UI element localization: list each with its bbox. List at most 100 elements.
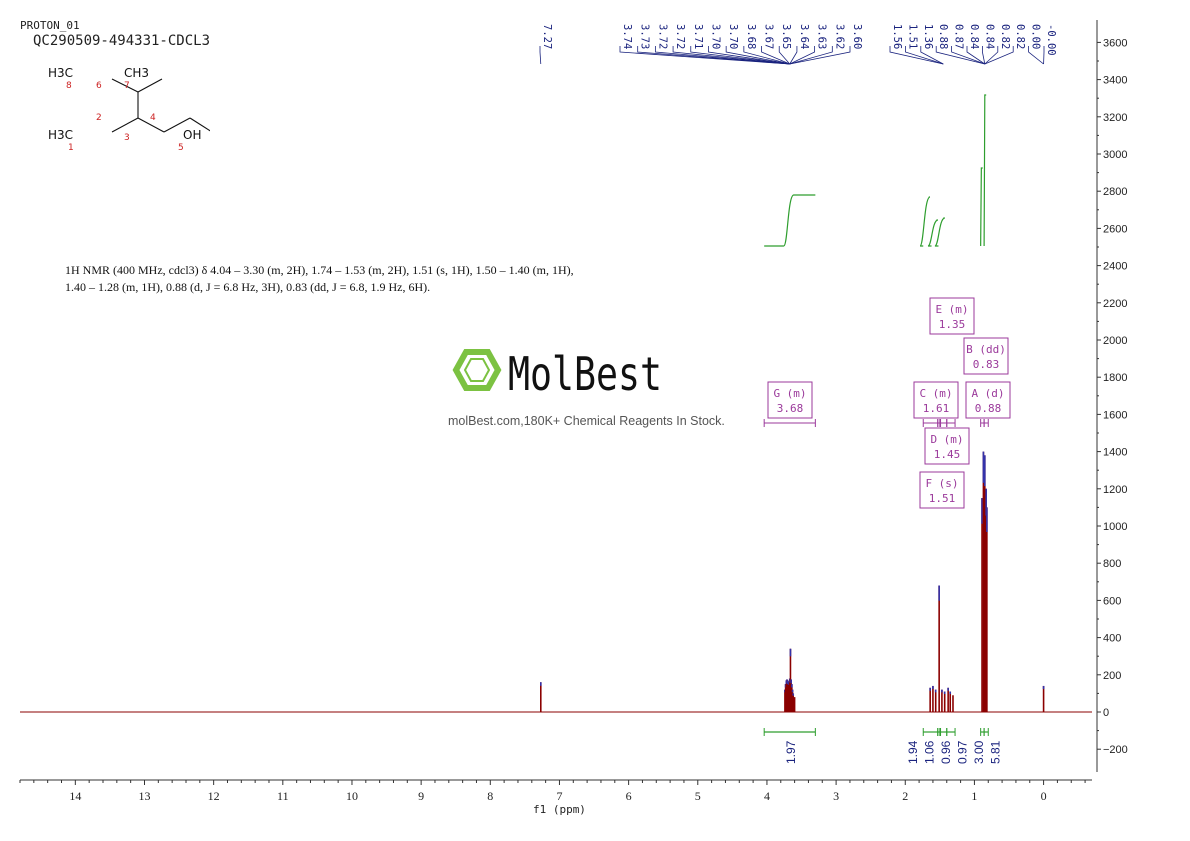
ch3-label-bottom: H3C — [48, 128, 73, 142]
peak-label-leader — [889, 46, 944, 65]
y-tick-label: 3600 — [1103, 37, 1127, 49]
nmr-description-line2: 1.40 – 1.28 (m, 1H), 0.88 (d, J = 6.8 Hz… — [65, 280, 431, 294]
peak-label: 0.00 — [1030, 24, 1042, 49]
multiplet-label: D (m) — [930, 433, 963, 446]
x-tick-label: 5 — [695, 789, 701, 803]
peak-label-leader — [920, 46, 944, 65]
peak-label: 7.27 — [541, 24, 553, 49]
integral-curve — [980, 167, 983, 247]
molecule-bonds — [111, 78, 210, 133]
multiplet-box-layer: G (m) 3.68 C (m) 1.61 E (m) 1.35 D (m) 1.45 F (s… — [763, 297, 1011, 509]
multiplet-shift: 1.35 — [939, 318, 966, 331]
x-axis-label: f1 (ppm) — [533, 803, 586, 816]
oh-label: OH — [183, 128, 201, 142]
peak-label-layer: 7.27 3.74 3.73 3.72 3.72 3.71 3.70 3.70 3.68 3.67… — [539, 24, 1057, 65]
atom-number: 1 — [68, 143, 74, 153]
peak-label-leader — [725, 46, 790, 65]
peak-label: 3.73 — [639, 24, 651, 49]
molecule-structure: H3C CH3 H3C OH 8 6 7 2 1 3 4 5 — [48, 66, 210, 153]
peak-label-leader — [1028, 46, 1044, 65]
watermark-brand: MolBest — [508, 347, 662, 401]
peak-label: 3.70 — [709, 24, 721, 49]
x-tick-label: 2 — [902, 789, 908, 803]
atom-number-labels: 8 6 7 2 1 3 4 5 — [66, 81, 184, 153]
peak-label-leader — [789, 46, 816, 65]
peak-label-leader — [743, 46, 790, 65]
y-tick-label: 2000 — [1103, 335, 1127, 347]
multiplet-label: A (d) — [971, 387, 1004, 400]
peak-label-leader — [619, 46, 790, 65]
peak-label-leader — [690, 46, 790, 65]
y-tick-label: 1400 — [1103, 447, 1127, 459]
peak-label-leader — [708, 46, 790, 65]
multiplet-box — [924, 427, 970, 465]
x-tick-label: 12 — [208, 789, 220, 803]
y-tick-label: 2600 — [1103, 223, 1127, 235]
peak-label: 0.82 — [1014, 24, 1026, 49]
peak-label: 3.60 — [851, 24, 863, 49]
peak-label: 1.56 — [891, 24, 903, 49]
peak-label: 0.88 — [937, 24, 949, 49]
peak-label-leader — [966, 46, 986, 65]
ch3-label-top-left: H3C — [48, 66, 73, 80]
peak-label: 3.67 — [763, 24, 775, 49]
multiplet-label: E (m) — [935, 303, 968, 316]
integral-layer: 1.97 1.94 1.06 0.96 0.97 3.00 5.81 — [763, 94, 1003, 764]
watermark-logo: MolBest — [452, 347, 662, 401]
multiplet-box — [767, 381, 813, 419]
atom-number: 2 — [96, 113, 102, 123]
peak-label: 3.74 — [621, 24, 633, 49]
x-tick-label: 7 — [556, 789, 562, 803]
peak-label-leader — [789, 46, 833, 65]
peak-label: 1.51 — [906, 24, 918, 49]
integral-curve — [983, 94, 987, 247]
integral-curve — [927, 219, 939, 247]
multiplet-shift: 0.83 — [973, 358, 1000, 371]
x-tick-label: 0 — [1041, 789, 1047, 803]
atom-number: 6 — [96, 81, 102, 91]
peak-label: 3.64 — [798, 24, 810, 49]
peak-label-leader — [951, 46, 985, 65]
peak-label-leader — [789, 46, 798, 65]
y-tick-label: 1600 — [1103, 409, 1127, 421]
peak-label: 3.72 — [656, 24, 668, 49]
integral-curve — [919, 196, 931, 247]
x-tick-label: 8 — [487, 789, 493, 803]
multiplet-shift: 1.51 — [929, 492, 956, 505]
peak-label: 0.82 — [999, 24, 1011, 49]
integral-value: 1.97 — [784, 740, 798, 764]
peak-label: 0.84 — [983, 24, 995, 49]
integral-value: 0.97 — [956, 740, 970, 764]
peak-label: 0.84 — [968, 24, 980, 49]
atom-number: 3 — [124, 133, 130, 143]
peak-label: 3.70 — [727, 24, 739, 49]
multiplet-box — [929, 297, 975, 335]
spectrum-title: QC290509-494331-CDCL3 — [33, 33, 211, 49]
atom-number: 5 — [178, 143, 184, 153]
peak-label-leader — [984, 46, 999, 65]
x-tick-label: 11 — [277, 789, 289, 803]
y-tick-label: 0 — [1103, 707, 1109, 719]
peak-label: 3.68 — [745, 24, 757, 49]
multiplet-box — [919, 471, 965, 509]
multiplet-shift: 1.61 — [923, 402, 950, 415]
peak-label: 3.72 — [674, 24, 686, 49]
y-tick-label: 1800 — [1103, 372, 1127, 384]
peak-label-leader — [539, 46, 542, 65]
integral-curve — [764, 194, 816, 247]
multiplet-label: G (m) — [773, 387, 806, 400]
multiplet-shift: 1.45 — [934, 448, 961, 461]
peak-label-leader — [672, 46, 790, 65]
multiplet-label: B (dd) — [966, 343, 1006, 356]
atom-number: 7 — [124, 81, 130, 91]
peak-label: 3.63 — [816, 24, 828, 49]
integral-value: 5.81 — [989, 740, 1003, 764]
integral-value: 3.00 — [972, 740, 986, 764]
spectrum-small-title: PROTON_01 — [20, 19, 80, 32]
atom-number: 4 — [150, 113, 156, 123]
x-tick-label: 4 — [764, 789, 770, 803]
x-tick-label: 3 — [833, 789, 839, 803]
peak-label-leader — [761, 46, 790, 65]
